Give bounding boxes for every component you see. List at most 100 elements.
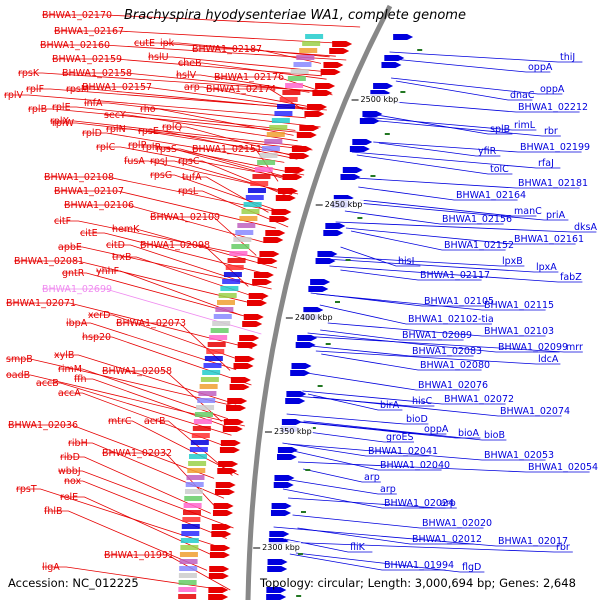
gene-arrow-reverse (239, 335, 260, 341)
gene-labels: BHWA1_02170 BHWA1_02167 cutE ipk BHWA1_02187… (4, 10, 598, 573)
gene-arrow-forward (393, 34, 414, 40)
right-gene-label: flgD (462, 562, 481, 573)
left-gene-label: apbE (58, 242, 82, 253)
right-gene-label: BHWA1_02212 (518, 102, 588, 113)
right-label-connector (284, 538, 373, 553)
left-gene-label: BHWA1_02106 (64, 200, 134, 211)
gene-arrow-reverse (230, 377, 251, 383)
gene-category-block (279, 97, 298, 102)
gene-arrow-forward (317, 251, 338, 257)
gene-category-block (237, 223, 256, 228)
gene-category-block (259, 153, 278, 158)
gene-arrow-reverse (208, 594, 229, 600)
gene-arrow-reverse (307, 104, 328, 110)
right-gene-label: lpxB (502, 256, 523, 267)
right-label-connector (282, 488, 446, 509)
gene-arrow-reverse (277, 188, 298, 194)
right-label-connector (313, 396, 562, 417)
left-label-connector (54, 30, 348, 44)
left-gene-label: smpB (6, 354, 33, 365)
left-gene-label: mtrC (108, 416, 132, 427)
right-gene-label: hisC (412, 396, 433, 407)
right-gene-label: BHWA1_02072 (444, 394, 514, 405)
gene-category-block (185, 482, 204, 487)
left-label-connector (150, 174, 276, 211)
gene-arrow-reverse (229, 384, 250, 390)
left-label-connector (82, 336, 252, 386)
gene-category-block (178, 580, 197, 585)
right-gene-label: rbr (544, 126, 558, 137)
label-connector-lines (4, 14, 597, 591)
gene-category-block (179, 559, 198, 564)
left-label-connector (74, 378, 239, 431)
right-label-connector (320, 329, 464, 341)
right-label-connector (307, 332, 560, 353)
gene-arrow-reverse (263, 237, 284, 243)
left-gene-label: BHWA1_02160 (40, 40, 110, 51)
left-gene-label: secY (104, 110, 126, 121)
right-label-connector (376, 114, 513, 135)
gene-category-block (218, 293, 237, 298)
gene-arrow-reverse (220, 440, 241, 446)
accession-text: Accession: NC_012225 (8, 576, 139, 590)
gene-category-block (266, 132, 285, 137)
left-gene-label: rplC (96, 142, 116, 153)
gene-category-block (212, 321, 231, 326)
left-gene-label: hslU (148, 52, 169, 63)
left-gene-label: wbbJ (58, 466, 81, 477)
left-label-connector (6, 358, 242, 408)
left-gene-label: cutE (134, 38, 155, 49)
gene-arrow-forward (269, 531, 290, 537)
right-gene-label: birA (380, 400, 400, 411)
right-gene-label: BHWA1_02053 (484, 450, 554, 461)
right-label-connector (292, 514, 484, 529)
gene-category-block (231, 244, 250, 249)
left-label-connector (128, 144, 305, 176)
left-gene-label: BHWA1_02176 (214, 72, 284, 83)
left-gene-label: BHWA1_02098 (140, 240, 210, 251)
left-label-connector (6, 302, 253, 349)
left-label-connector (68, 442, 225, 499)
gene-arrow-forward (315, 258, 336, 264)
gene-arrow-reverse (252, 279, 273, 285)
gene-arrow-reverse (222, 426, 243, 432)
left-gene-label: rplW (52, 118, 75, 129)
gene-category-block (296, 55, 315, 60)
gene-category-block (188, 454, 207, 459)
left-label-connector (112, 256, 264, 300)
right-label-connector (293, 370, 480, 391)
right-gene-label: BHWA1_02115 (484, 300, 554, 311)
left-label-connector (60, 496, 214, 557)
gene-arrow-forward (267, 566, 288, 572)
right-gene-label: oppA (424, 424, 449, 435)
gene-category-block (186, 475, 205, 480)
gene-tick (370, 175, 376, 177)
gene-arrow-reverse (208, 573, 229, 579)
left-gene-label: rplX (50, 116, 70, 127)
left-gene-label: BHWA1_02073 (116, 318, 186, 329)
right-label-connector (327, 322, 546, 337)
left-label-connector (84, 102, 321, 128)
right-gene-label: thiJ (560, 52, 575, 63)
left-label-connector (44, 176, 287, 214)
right-gene-label: arp (380, 484, 396, 495)
right-gene-label: BHWA1_02040 (380, 460, 450, 471)
right-gene-label: rfaJ (538, 158, 554, 169)
gene-category-block (217, 300, 235, 305)
right-gene-label: fabZ (560, 272, 582, 283)
left-label-connector (4, 94, 306, 119)
right-label-connector (282, 442, 430, 457)
left-gene-label: rpsG (150, 170, 172, 181)
gene-arrow-reverse (284, 167, 305, 173)
right-label-connector (391, 77, 563, 95)
right-label-connector (303, 420, 507, 441)
gene-arrow-reverse (312, 90, 333, 96)
left-label-connector (8, 424, 215, 479)
right-label-connector (297, 461, 590, 473)
gene-arrow-reverse (282, 174, 303, 180)
right-label-connector (329, 265, 583, 283)
gene-category-block (191, 433, 210, 438)
gene-arrow-reverse (211, 531, 232, 537)
gene-category-block (182, 517, 201, 522)
right-label-connector (345, 227, 576, 245)
